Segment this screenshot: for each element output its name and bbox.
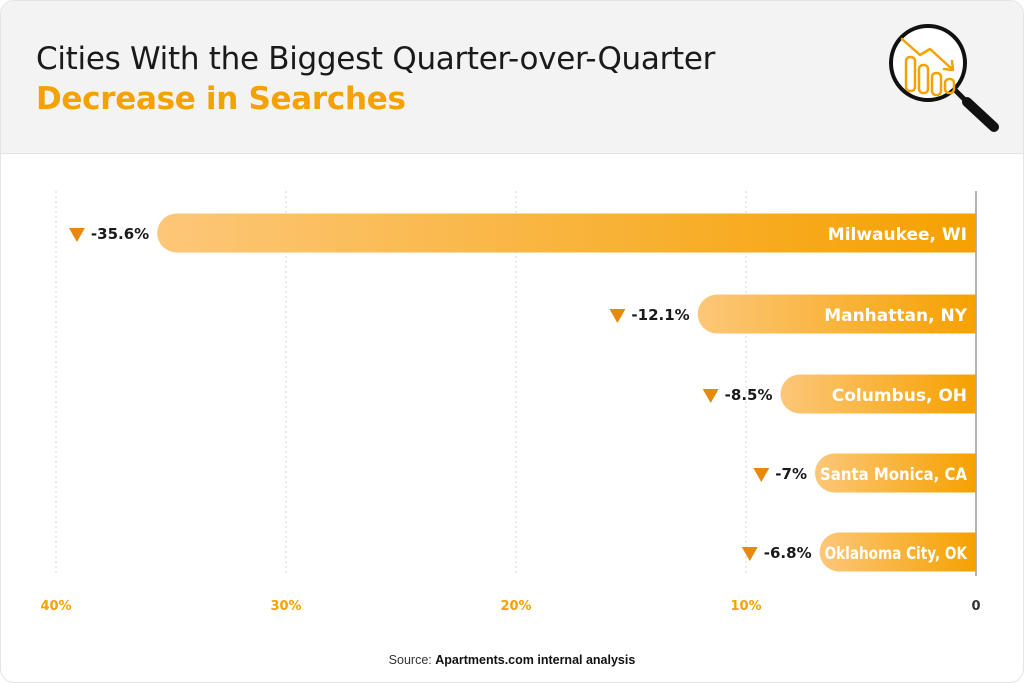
chart-header: Cities With the Biggest Quarter-over-Qua… [1,1,1023,154]
tick-label: 20% [500,599,531,614]
category-label: Columbus, OH [832,386,967,406]
bar [780,374,976,414]
tick-label: 10% [730,599,761,614]
bar-chart: Milwaukee, WI -35.6% Manhattan, NY -12.1% Co… [40,191,981,614]
down-arrow-icon [741,547,758,561]
magnifier-declining-chart-icon [889,24,999,132]
category-label: Manhattan, NY [824,306,967,326]
category-label: Milwaukee, WI [828,225,967,245]
source-prefix: Source: [388,653,436,667]
down-arrow-icon [68,228,85,242]
bar [697,294,976,334]
value-label: -35.6% [91,225,149,243]
category-label: Oklahoma City, OK [825,544,968,564]
bar [819,532,976,572]
source-note: Source: Apartments.com internal analysis [1,653,1023,667]
down-arrow-icon [609,309,626,323]
value-label: -12.1% [631,306,689,324]
tick-label: 40% [40,599,71,614]
chart-title: Cities With the Biggest Quarter-over-Qua… [36,41,716,77]
source-text: Apartments.com internal analysis [435,653,636,667]
down-arrow-icon [702,389,719,403]
bar [815,453,976,493]
value-label: -7% [775,465,807,483]
chart-subtitle: Decrease in Searches [36,81,406,117]
bar [157,213,976,253]
value-label: -6.8% [764,544,812,562]
tick-label: 30% [270,599,301,614]
value-label: -8.5% [725,386,773,404]
tick-label: 0 [971,599,980,614]
category-label: Santa Monica, CA [820,465,968,485]
down-arrow-icon [753,468,770,482]
